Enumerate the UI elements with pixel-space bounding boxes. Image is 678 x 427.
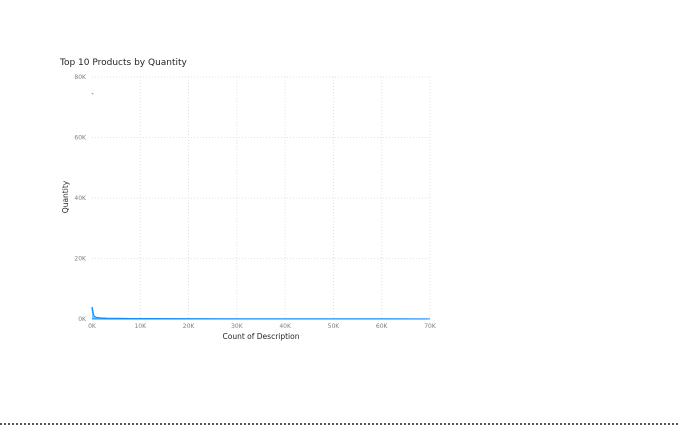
outlier-point[interactable] xyxy=(91,92,94,95)
y-tick-label: 20K xyxy=(74,256,87,263)
bottom-divider xyxy=(0,423,678,425)
x-tick-label: 50K xyxy=(328,323,341,330)
x-tick-label: 10K xyxy=(134,323,147,330)
x-tick-label: 30K xyxy=(231,323,244,330)
y-axis-ticks: 0K 20K 40K 60K 80K xyxy=(74,74,87,323)
x-tick-label: 0K xyxy=(88,323,97,330)
y-tick-label: 60K xyxy=(74,135,87,142)
x-tick-label: 70K xyxy=(424,323,437,330)
x-axis-ticks: 0K 10K 20K 30K 40K 50K 60K 70K xyxy=(88,323,437,330)
series-line[interactable] xyxy=(91,306,431,320)
x-tick-label: 60K xyxy=(376,323,389,330)
y-tick-label: 80K xyxy=(74,74,87,81)
gridlines xyxy=(92,76,431,319)
y-tick-label: 0K xyxy=(78,316,87,323)
y-axis-title: Quantity xyxy=(61,180,70,213)
chart-title: Top 10 Products by Quantity xyxy=(60,58,187,68)
y-tick-label: 40K xyxy=(74,195,87,202)
x-tick-label: 20K xyxy=(183,323,196,330)
x-axis-title: Count of Description xyxy=(223,332,300,341)
x-tick-label: 40K xyxy=(279,323,292,330)
series-group[interactable] xyxy=(91,92,431,320)
series-area[interactable] xyxy=(92,306,430,319)
